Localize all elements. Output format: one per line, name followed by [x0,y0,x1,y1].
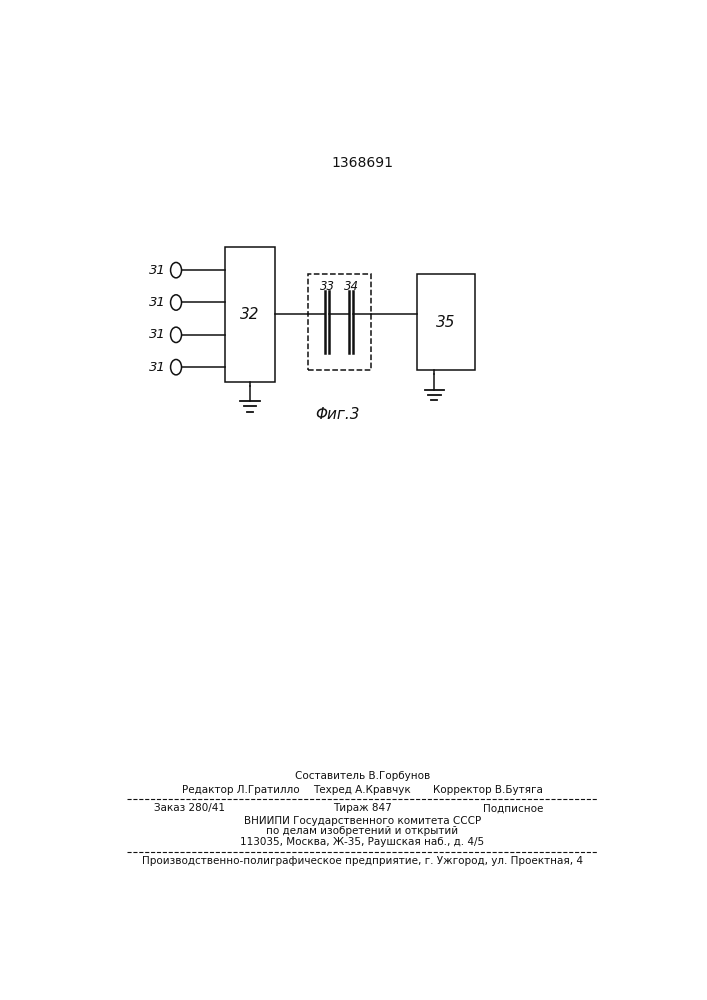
Text: 31: 31 [149,264,166,277]
Text: 1368691: 1368691 [332,156,393,170]
Text: 31: 31 [149,296,166,309]
Bar [226,247,275,382]
Text: 31: 31 [149,328,166,341]
Text: Корректор В.Бутяга: Корректор В.Бутяга [433,785,543,795]
Text: 33: 33 [320,280,334,293]
Text: Заказ 280/41: Заказ 280/41 [154,803,225,813]
Text: Редактор Л.Гратилло: Редактор Л.Гратилло [182,785,299,795]
Text: 31: 31 [149,361,166,374]
Text: Φиг.3: Φиг.3 [315,407,360,422]
Text: по делам изобретений и открытий: по делам изобретений и открытий [267,826,458,836]
Text: 34: 34 [344,280,358,293]
Bar [417,274,474,370]
Text: Составитель В.Горбунов: Составитель В.Горбунов [295,771,430,781]
Text: Подписное: Подписное [483,803,543,813]
Text: ВНИИПИ Государственного комитета СССР: ВНИИПИ Государственного комитета СССР [244,816,481,826]
Text: 32: 32 [240,307,259,322]
Text: Тираж 847: Тираж 847 [333,803,392,813]
Text: 113035, Москва, Ж-35, Раушская наб., д. 4/5: 113035, Москва, Ж-35, Раушская наб., д. … [240,837,484,847]
Text: Производственно-полиграфическое предприятие, г. Ужгород, ул. Проектная, 4: Производственно-полиграфическое предприя… [142,856,583,866]
Bar [308,274,370,370]
Text: Техред А.Кравчук: Техред А.Кравчук [313,785,411,795]
Text: 35: 35 [436,315,455,330]
